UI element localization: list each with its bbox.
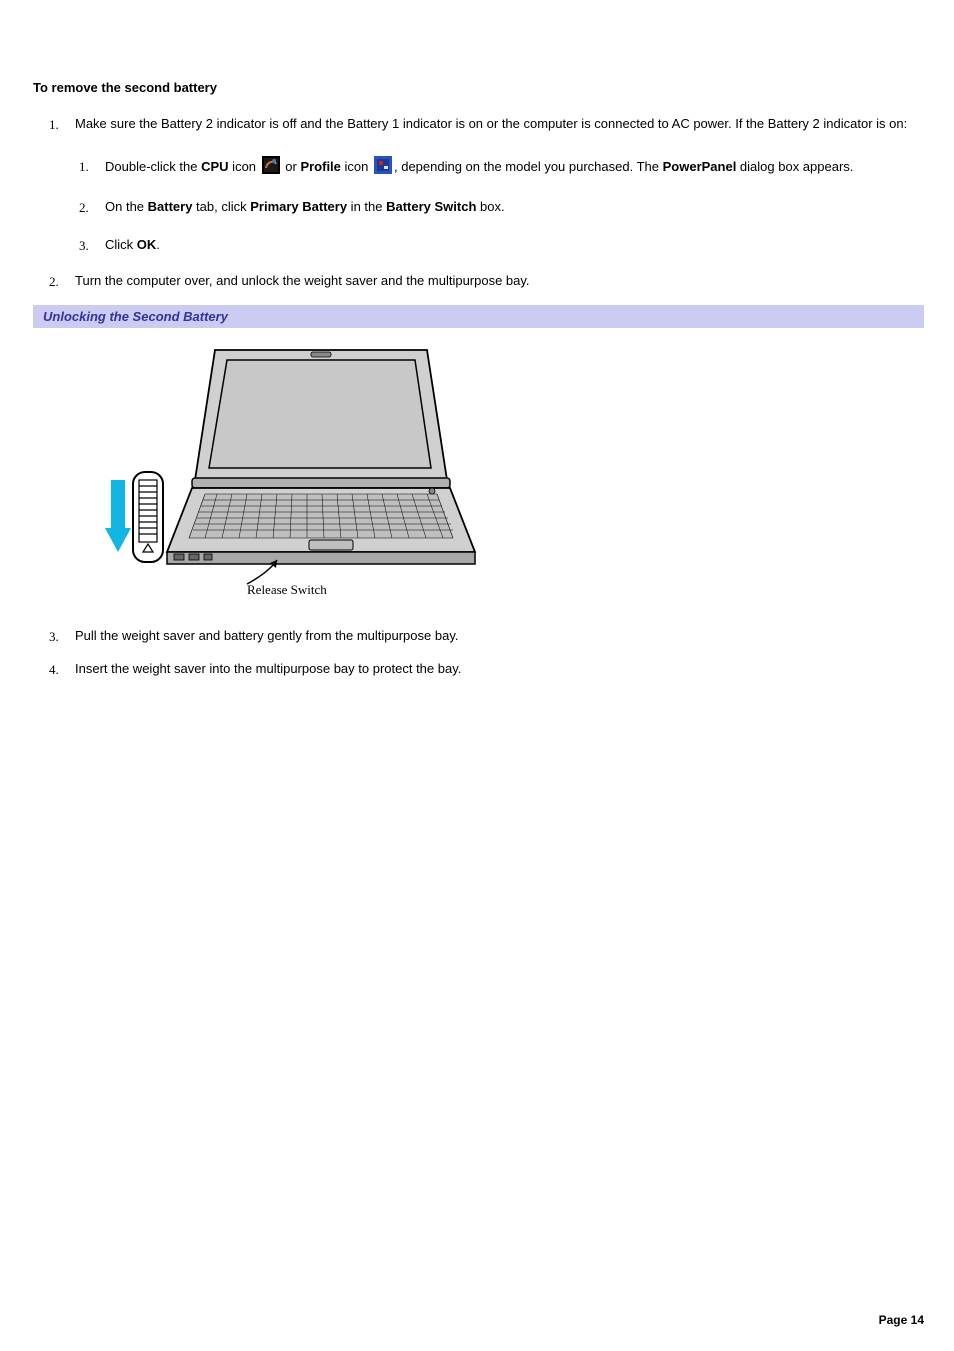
figure-title: Unlocking the Second Battery (33, 305, 924, 328)
profile-icon (374, 156, 392, 180)
step-number: 4. (49, 661, 59, 680)
step-text: Turn the computer over, and unlock the w… (75, 273, 530, 288)
sub-step-number: 1. (79, 157, 89, 177)
sub-steps-list: 1. Double-click the CPU icon or Profile … (75, 156, 924, 255)
step-2: 2. Turn the computer over, and unlock th… (75, 272, 924, 291)
sub-step-3: 3. Click OK. (105, 235, 924, 255)
step-text: Insert the weight saver into the multipu… (75, 661, 461, 676)
step-number: 1. (49, 116, 59, 135)
section-heading: To remove the second battery (33, 80, 924, 95)
document-page: To remove the second battery 1. Make sur… (0, 0, 954, 679)
laptop-diagram-svg: Release Switch (97, 338, 477, 600)
step-number: 2. (49, 273, 59, 292)
sub-step-1: 1. Double-click the CPU icon or Profile … (105, 156, 924, 180)
sub-step-text: Click OK. (105, 237, 160, 252)
release-switch-label: Release Switch (247, 582, 327, 597)
step-3: 3. Pull the weight saver and battery gen… (75, 627, 924, 646)
sub-step-text: Double-click the CPU icon or Profile ico… (105, 159, 853, 174)
step-1: 1. Make sure the Battery 2 indicator is … (75, 115, 924, 254)
sub-step-number: 2. (79, 198, 89, 218)
figure-illustration: Release Switch (33, 328, 924, 627)
step-4: 4. Insert the weight saver into the mult… (75, 660, 924, 679)
step-text: Pull the weight saver and battery gently… (75, 628, 458, 643)
sub-step-number: 3. (79, 236, 89, 256)
main-steps-list: 1. Make sure the Battery 2 indicator is … (33, 115, 924, 291)
sub-step-2: 2. On the Battery tab, click Primary Bat… (105, 197, 924, 217)
page-number: Page 14 (879, 1313, 924, 1327)
down-arrow-icon (105, 480, 131, 552)
step-number: 3. (49, 628, 59, 647)
battery-module-icon (133, 472, 163, 562)
laptop-icon (167, 350, 475, 564)
sub-step-text: On the Battery tab, click Primary Batter… (105, 199, 505, 214)
step-text: Make sure the Battery 2 indicator is off… (75, 116, 907, 131)
cpu-icon (262, 156, 280, 180)
main-steps-list-continued: 3. Pull the weight saver and battery gen… (33, 627, 924, 679)
